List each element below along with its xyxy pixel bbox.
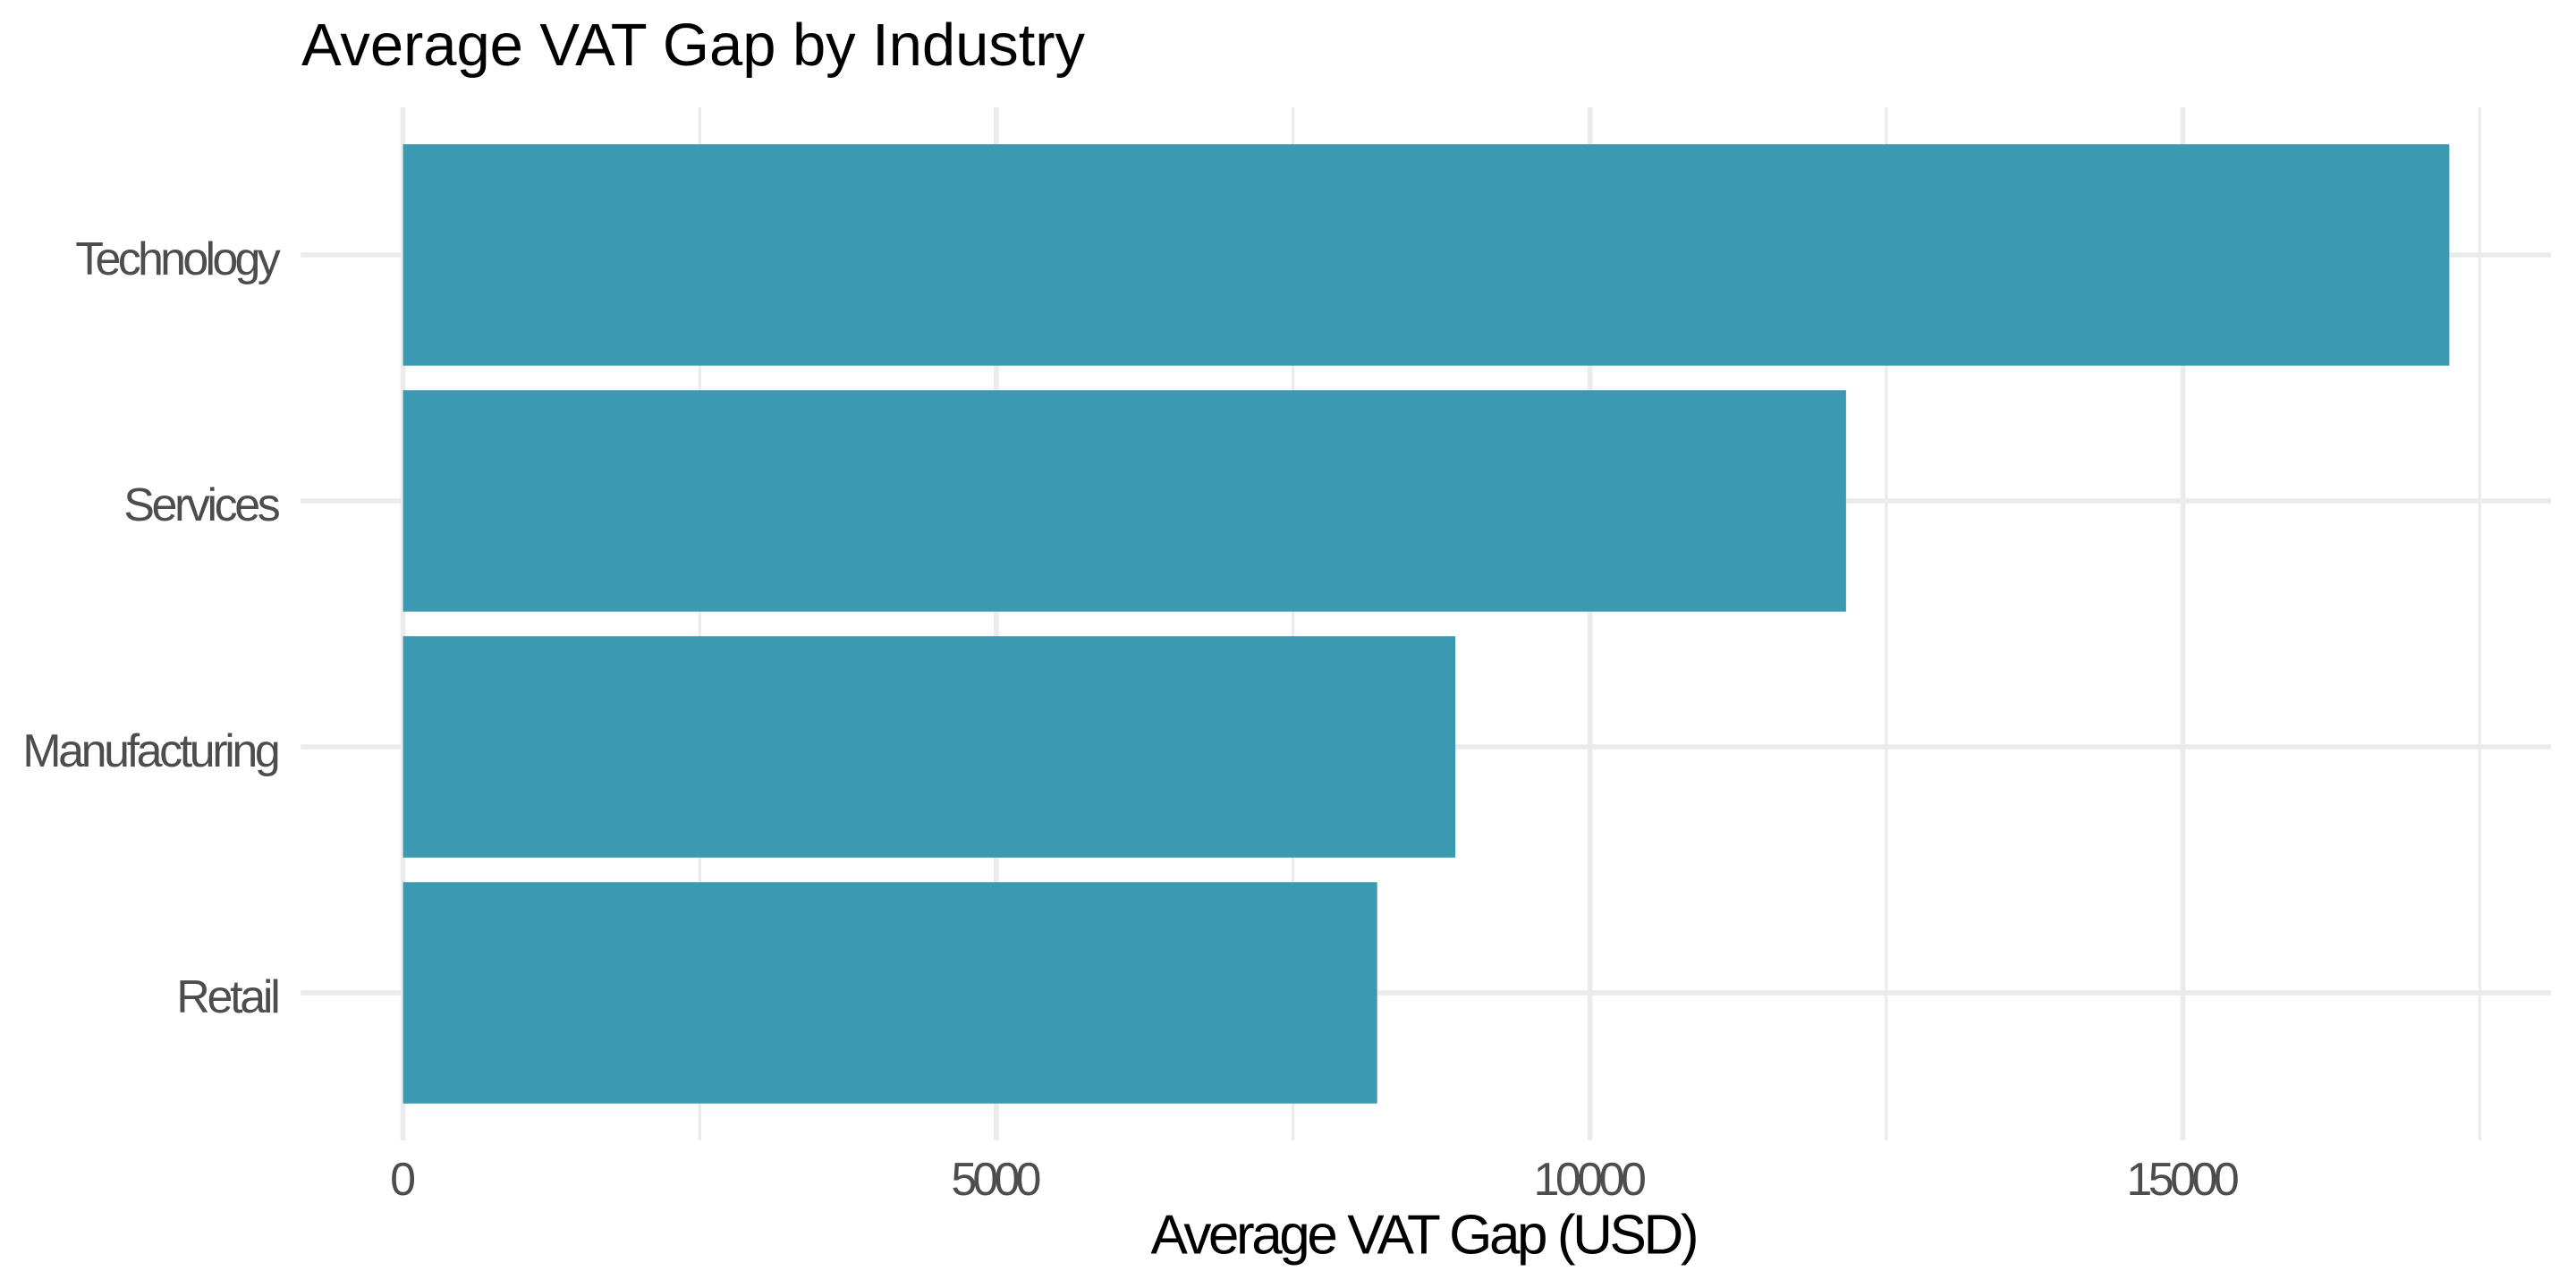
svg-text:Services: Services bbox=[123, 479, 281, 531]
svg-text:Technology: Technology bbox=[75, 233, 281, 285]
svg-text:Manufacturing: Manufacturing bbox=[22, 725, 281, 777]
svg-text:Average VAT Gap (USD): Average VAT Gap (USD) bbox=[1151, 1205, 1699, 1267]
svg-text:5000: 5000 bbox=[951, 1154, 1041, 1206]
svg-text:15000: 15000 bbox=[2126, 1154, 2240, 1206]
svg-text:Average VAT Gap by Industry: Average VAT Gap by Industry bbox=[301, 12, 1086, 79]
svg-text:10000: 10000 bbox=[1533, 1154, 1647, 1206]
svg-text:Retail: Retail bbox=[176, 971, 281, 1023]
svg-text:0: 0 bbox=[390, 1154, 416, 1206]
